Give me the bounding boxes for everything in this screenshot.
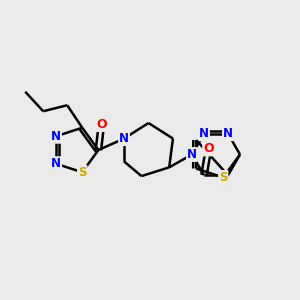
- Text: N: N: [187, 148, 197, 161]
- Text: N: N: [223, 127, 233, 140]
- Text: O: O: [96, 118, 107, 131]
- Text: N: N: [51, 157, 61, 170]
- Text: N: N: [51, 130, 61, 143]
- Text: S: S: [78, 166, 86, 179]
- Text: N: N: [119, 132, 129, 145]
- Text: N: N: [199, 127, 209, 140]
- Text: O: O: [203, 142, 214, 155]
- Text: S: S: [219, 171, 227, 184]
